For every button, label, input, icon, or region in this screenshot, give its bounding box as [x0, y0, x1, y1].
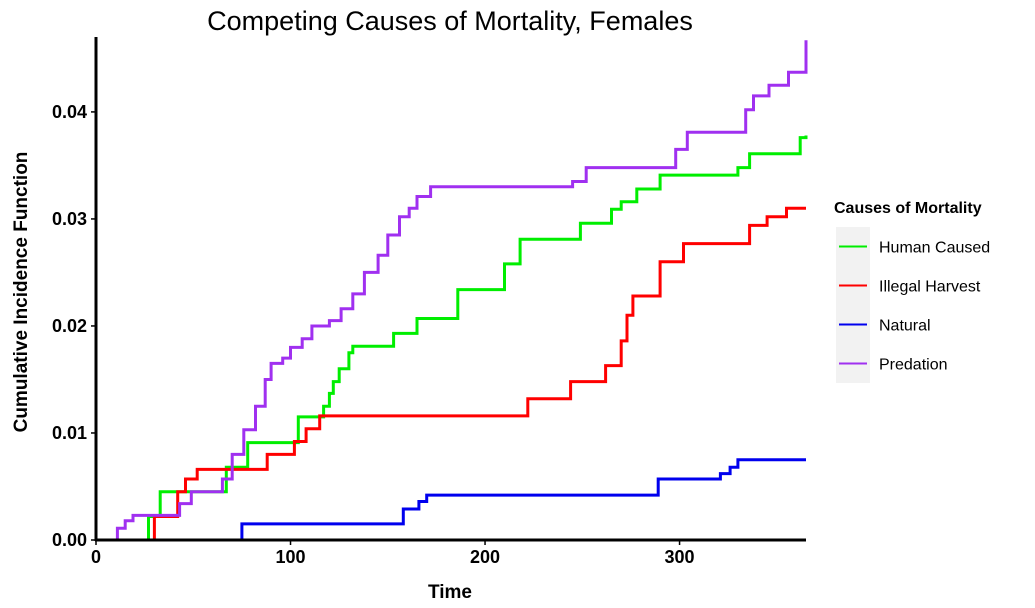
y-tick-label: 0.03: [52, 209, 87, 229]
y-tick-label: 0.04: [52, 102, 87, 122]
axes: 0.00 0.01 0.02 0.03 0.04 0 100 200 300: [52, 37, 806, 567]
legend-title: Causes of Mortality: [834, 200, 982, 217]
series-line-predation: [111, 40, 808, 542]
y-tick-label: 0.00: [52, 530, 87, 550]
legend-label-natural: Natural: [879, 318, 931, 335]
chart-title: Competing Causes of Mortality, Females: [207, 6, 693, 36]
y-tick-label: 0.01: [52, 423, 87, 443]
series-line-natural: [96, 458, 806, 542]
legend-label-predation: Predation: [879, 357, 948, 374]
x-axis-title: Time: [428, 582, 472, 603]
x-tick-label: 100: [275, 547, 305, 567]
series-line-illegal-harvest: [96, 206, 806, 542]
x-tick-label: 0: [91, 547, 101, 567]
x-tick-label: 200: [470, 547, 500, 567]
legend: Causes of Mortality Human Caused Illegal …: [834, 200, 990, 383]
x-tick-label: 300: [665, 547, 695, 567]
legend-label-human-caused: Human Caused: [879, 240, 990, 257]
y-axis-title: Cumulative Incidence Function: [11, 152, 32, 433]
legend-items: Human Caused Illegal Harvest Natural Predat…: [836, 227, 990, 383]
plot-lines: [96, 40, 808, 542]
legend-label-illegal-harvest: Illegal Harvest: [879, 279, 981, 296]
y-tick-label: 0.02: [52, 316, 87, 336]
